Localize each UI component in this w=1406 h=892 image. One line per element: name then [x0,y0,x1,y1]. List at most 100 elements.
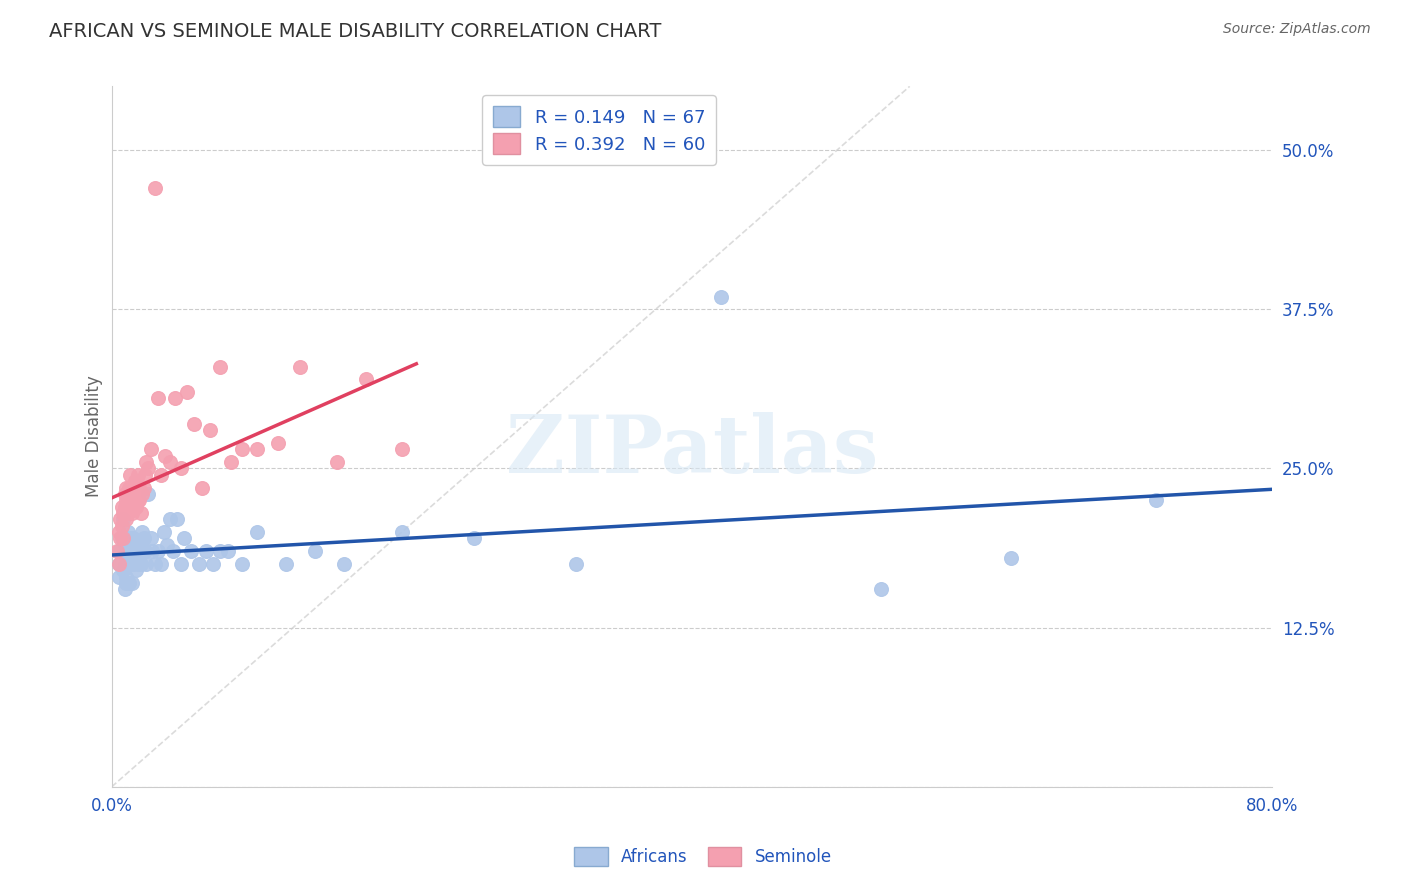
Point [108,570,131,584]
Point [107,544,129,558]
Point [114,487,136,501]
Point [132,532,155,546]
Point [111,532,134,546]
Point [122,481,145,495]
Point [173,532,195,546]
Point [115,576,138,591]
Point [129,506,152,520]
Point [143,557,166,571]
Point [108,544,131,558]
Point [111,500,134,514]
Point [274,557,297,571]
Point [117,544,139,558]
Point [190,481,212,495]
Point [156,538,179,552]
Point [136,487,159,501]
Point [118,576,141,591]
Point [117,525,139,540]
Point [325,455,347,469]
Point [202,557,225,571]
Point [217,544,239,558]
Point [129,538,152,552]
Point [565,557,588,571]
Point [125,500,148,514]
Point [290,359,312,374]
Point [118,493,141,508]
Point [219,455,242,469]
Point [127,493,149,508]
Point [155,449,177,463]
Point [117,506,139,520]
Point [135,557,157,571]
Point [128,481,150,495]
Point [463,532,485,546]
Point [131,487,153,501]
Point [153,525,176,540]
Point [143,181,166,195]
Point [333,557,356,571]
Point [267,436,290,450]
Point [121,544,143,558]
Point [176,384,198,399]
Point [110,532,132,546]
Point [231,442,253,457]
Point [124,550,146,565]
Text: AFRICAN VS SEMINOLE MALE DISABILITY CORRELATION CHART: AFRICAN VS SEMINOLE MALE DISABILITY CORR… [49,22,662,41]
Point [710,289,733,303]
Point [120,557,142,571]
Point [125,481,148,495]
Point [112,563,135,577]
Point [159,455,181,469]
Point [115,570,138,584]
Legend: Africans, Seminole: Africans, Seminole [568,840,838,873]
Point [115,493,138,508]
Point [120,493,142,508]
Point [114,506,136,520]
Y-axis label: Male Disability: Male Disability [86,376,103,498]
Point [166,512,188,526]
Text: ZIPatlas: ZIPatlas [506,411,879,490]
Point [118,557,141,571]
Point [110,512,132,526]
Point [127,467,149,482]
Point [112,512,135,526]
Point [391,442,413,457]
Point [170,557,193,571]
Point [129,557,152,571]
Point [183,417,205,431]
Point [124,493,146,508]
Point [149,557,172,571]
Point [120,467,142,482]
Point [209,544,232,558]
Point [194,544,217,558]
Point [128,493,150,508]
Point [135,455,157,469]
Point [120,538,142,552]
Point [125,563,148,577]
Point [121,487,143,501]
Point [112,506,135,520]
Point [139,442,162,457]
Point [162,544,184,558]
Point [139,532,162,546]
Point [141,544,163,558]
Point [115,550,138,565]
Point [127,544,149,558]
Point [134,544,156,558]
Point [117,500,139,514]
Point [136,461,159,475]
Point [111,518,134,533]
Point [146,392,169,406]
Point [869,582,891,597]
Point [170,461,193,475]
Point [125,538,148,552]
Point [108,525,131,540]
Point [114,538,136,552]
Point [115,557,138,571]
Point [354,372,377,386]
Point [108,557,131,571]
Point [128,550,150,565]
Point [114,582,136,597]
Point [187,557,209,571]
Point [134,467,156,482]
